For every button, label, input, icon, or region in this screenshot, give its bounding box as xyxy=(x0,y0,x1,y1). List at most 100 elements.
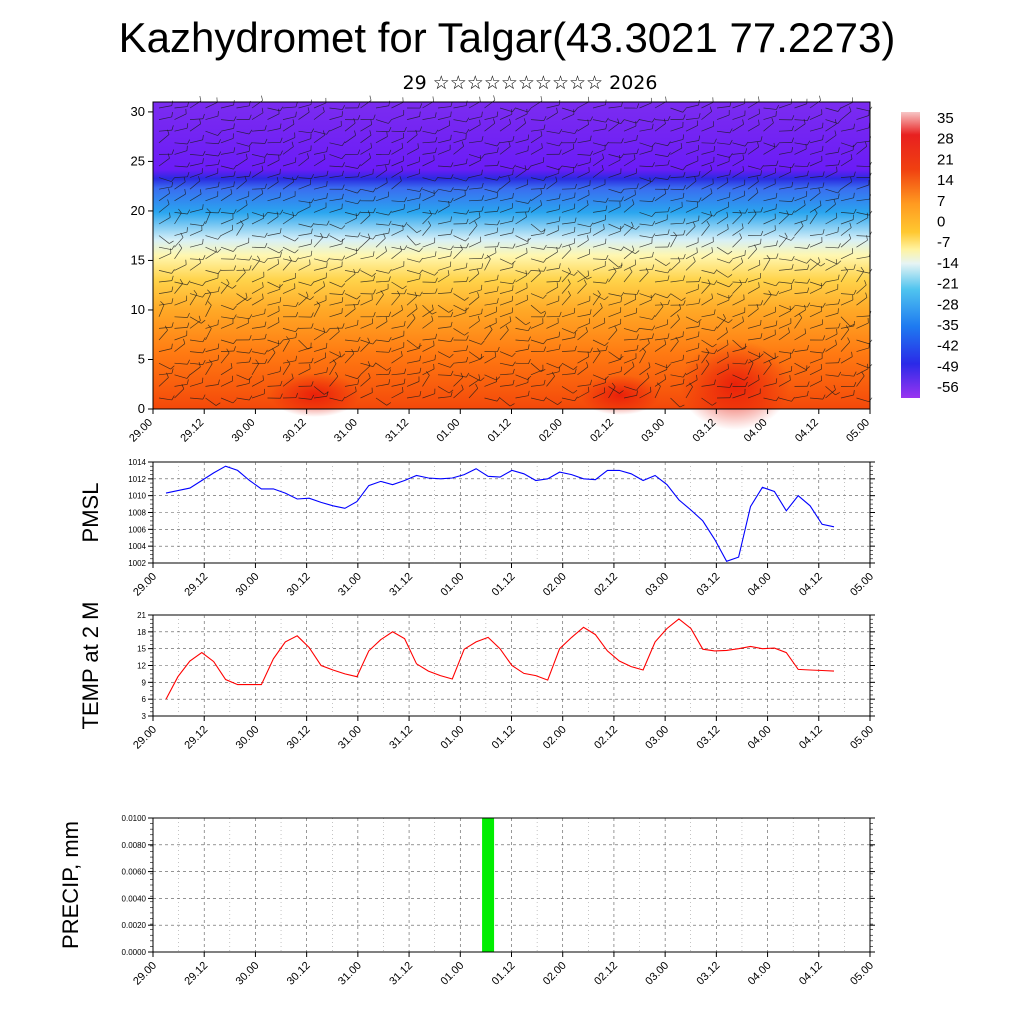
wind-barb xyxy=(453,130,467,134)
wind-barb xyxy=(763,208,777,213)
wind-barb-flag xyxy=(249,114,252,120)
wind-barb xyxy=(499,329,509,341)
wind-barb xyxy=(468,351,480,360)
wind-barb xyxy=(670,197,684,202)
wind-barb-flag xyxy=(760,319,762,326)
wind-barb xyxy=(546,104,560,109)
wind-barb-flag xyxy=(435,147,437,153)
wind-barb xyxy=(329,258,343,261)
wind-barb xyxy=(251,112,264,120)
wind-barb-flag xyxy=(605,278,609,284)
wind-barb xyxy=(189,123,201,132)
wind-barb xyxy=(546,251,558,260)
wind-barb xyxy=(794,142,808,146)
y-tick-label: 9 xyxy=(142,678,147,687)
wind-barb-flag xyxy=(373,196,376,202)
wind-barb xyxy=(468,225,478,236)
wind-barb xyxy=(639,366,651,376)
x-tick-label: 04.00 xyxy=(746,724,774,752)
wind-barb-flag xyxy=(803,118,806,124)
wind-barb xyxy=(530,129,544,132)
wind-barb-flag xyxy=(466,345,469,351)
wind-barb-flag xyxy=(574,107,578,113)
wind-barb-flag xyxy=(233,339,237,344)
wind-barb-flag xyxy=(171,286,174,292)
wind-barb xyxy=(794,195,807,202)
wind-barb-flag xyxy=(202,281,206,286)
wind-barb xyxy=(267,385,281,387)
wind-barb xyxy=(747,248,757,260)
wind-barb-flag xyxy=(357,211,361,216)
wind-barb xyxy=(453,105,467,109)
wind-barb xyxy=(716,181,729,190)
wind-barb xyxy=(763,311,776,318)
wind-barb xyxy=(158,177,172,182)
wind-barb-flag xyxy=(838,243,841,249)
wind-barb-flag xyxy=(373,312,376,317)
wind-barb-flag xyxy=(201,319,206,324)
wind-barb-flag xyxy=(866,212,869,218)
wind-barb-flag xyxy=(589,309,592,315)
wind-barb xyxy=(375,280,389,283)
x-tick-label: 01.00 xyxy=(434,417,462,445)
wind-barb xyxy=(437,255,451,260)
wind-barb-flag xyxy=(682,378,685,384)
wind-barb-flag xyxy=(853,321,856,327)
wind-barb-flag xyxy=(386,177,388,183)
wind-barb-flag xyxy=(512,164,516,170)
wind-barb xyxy=(515,316,526,326)
wind-barb-flag xyxy=(602,153,605,159)
wind-barb-flag xyxy=(636,134,638,141)
wind-barb xyxy=(391,180,402,190)
wind-barb xyxy=(546,142,560,147)
wind-barb xyxy=(437,339,451,343)
wind-barb xyxy=(158,116,172,120)
wind-barb-flag xyxy=(496,175,501,181)
wind-barb-flag xyxy=(664,339,667,345)
wind-barb xyxy=(499,312,513,318)
wind-barb-flag xyxy=(326,181,328,187)
wind-barb-flag xyxy=(542,294,547,299)
x-tick-label: 01.12 xyxy=(490,960,518,988)
wind-barb-flag xyxy=(295,111,297,117)
wind-barb xyxy=(174,127,188,132)
wind-barb xyxy=(623,293,637,295)
wind-barb-flag xyxy=(845,325,850,330)
wind-barb-flag xyxy=(332,359,337,364)
wind-barb xyxy=(840,149,854,155)
wind-barb xyxy=(809,258,821,267)
wind-barb xyxy=(794,103,807,109)
wind-barb-flag xyxy=(217,131,222,136)
wind-barb-flag xyxy=(323,281,326,287)
wind-barb xyxy=(778,322,792,329)
wind-barb xyxy=(220,283,230,294)
wind-barb-flag xyxy=(683,218,686,224)
wind-barb-flag xyxy=(868,122,870,128)
wind-barb xyxy=(158,304,165,317)
wind-barb-flag xyxy=(558,364,563,369)
wind-barb xyxy=(499,289,513,294)
wind-barb-flag xyxy=(450,337,454,342)
wind-barb-flag xyxy=(555,176,558,182)
wind-barb-flag xyxy=(667,293,671,299)
wind-barb xyxy=(732,212,746,214)
wind-barb xyxy=(763,397,777,402)
wind-barb-flag xyxy=(601,164,604,170)
x-tick-label: 30.12 xyxy=(285,571,313,599)
wind-barb xyxy=(158,193,170,202)
x-tick-label: 04.12 xyxy=(793,417,821,445)
wind-barb-flag xyxy=(311,394,315,400)
wind-barb xyxy=(220,304,234,310)
wind-barb xyxy=(220,380,233,387)
wind-barb xyxy=(267,181,279,190)
wind-barb xyxy=(654,306,664,318)
wind-barb-flag xyxy=(632,199,635,205)
wind-barb xyxy=(639,142,652,148)
wind-barb xyxy=(732,170,744,178)
wind-barb-flag xyxy=(729,153,733,158)
wind-barb-flag xyxy=(590,379,592,385)
wind-barb xyxy=(329,107,343,110)
wind-barb-flag xyxy=(543,183,546,189)
wind-barb-flag xyxy=(431,304,434,310)
wind-barb xyxy=(778,289,792,294)
